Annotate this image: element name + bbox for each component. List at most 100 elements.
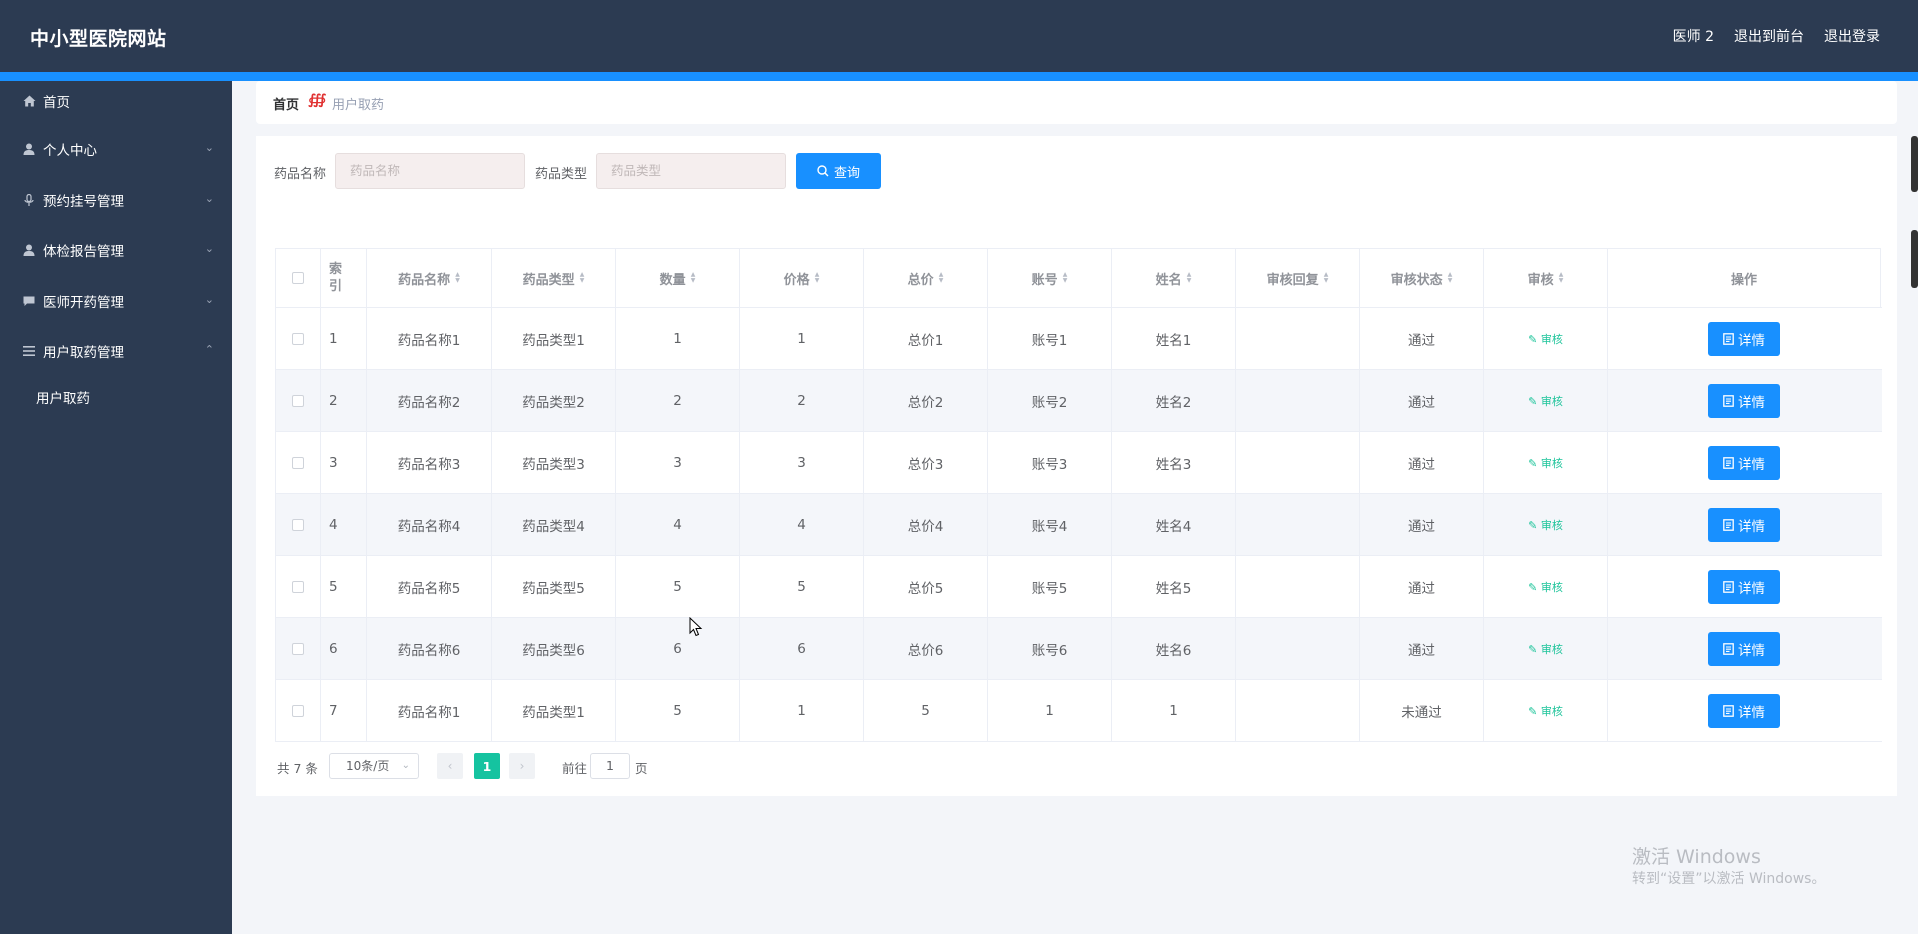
detail-button[interactable]: 详情 (1708, 631, 1780, 666)
page-size-select[interactable]: 10条/页 ⌄ (329, 753, 419, 779)
cell-account: 账号6 (988, 618, 1112, 679)
detail-button[interactable]: 详情 (1708, 693, 1780, 728)
query-button[interactable]: 查询 (796, 153, 881, 189)
detail-button[interactable]: 详情 (1708, 569, 1780, 604)
row-checkbox[interactable] (292, 518, 304, 531)
column-header-name[interactable]: 药品名称 ▲ ▼ (367, 249, 492, 307)
cell-status: 通过 (1360, 308, 1484, 369)
cell-total: 总价6 (864, 618, 988, 679)
chevron-down-icon: ⌄ (204, 242, 214, 255)
sort-icon: ▲ ▼ (455, 271, 460, 284)
actions-cell: 详情 (1608, 680, 1880, 741)
audit-cell: ✎ 审核 (1484, 432, 1608, 493)
cell-person: 姓名3 (1112, 432, 1236, 493)
logout-link[interactable]: 退出登录 (1824, 29, 1880, 45)
row-checkbox[interactable] (292, 332, 304, 345)
column-header-reply[interactable]: 审核回复 ▲ ▼ (1236, 249, 1360, 307)
audit-cell: ✎ 审核 (1484, 618, 1608, 679)
column-header-index: 索 引 (321, 249, 367, 307)
sidebar-item-home[interactable]: 首页 (0, 81, 232, 121)
row-checkbox[interactable] (292, 456, 304, 469)
audit-cell: ✎ 审核 (1484, 494, 1608, 555)
column-header-person[interactable]: 姓名 ▲ ▼ (1112, 249, 1236, 307)
detail-button[interactable]: 详情 (1708, 445, 1780, 480)
detail-button[interactable]: 详情 (1708, 383, 1780, 418)
goto-page-input[interactable]: 1 (590, 753, 630, 779)
cell-index: 2 (321, 370, 367, 431)
column-header-status[interactable]: 审核状态 ▲ ▼ (1360, 249, 1484, 307)
next-page-button[interactable]: › (509, 753, 535, 779)
audit-link[interactable]: ✎ 审核 (1528, 332, 1563, 346)
cell-reply (1236, 494, 1360, 555)
detail-button[interactable]: 详情 (1708, 321, 1780, 356)
actions-cell: 详情 (1608, 308, 1880, 369)
audit-link[interactable]: ✎ 审核 (1528, 394, 1563, 408)
table-row: 4 药品名称4 药品类型4 4 4 总价4 账号4 姓名4 通过 ✎ 审核 详情 (276, 494, 1882, 556)
column-header-account[interactable]: 账号 ▲ ▼ (988, 249, 1112, 307)
chevron-down-icon: ⌄ (204, 192, 214, 205)
audit-link[interactable]: ✎ 审核 (1528, 580, 1563, 594)
audit-link[interactable]: ✎ 审核 (1528, 518, 1563, 532)
sort-icon: ▲ ▼ (579, 271, 585, 284)
cell-index: 6 (321, 618, 367, 679)
audit-link[interactable]: ✎ 审核 (1528, 704, 1563, 718)
table-row: 1 药品名称1 药品类型1 1 1 总价1 账号1 姓名1 通过 ✎ 审核 详情 (276, 308, 1882, 370)
cell-person: 姓名1 (1112, 308, 1236, 369)
row-checkbox[interactable] (292, 704, 304, 717)
cell-person: 姓名6 (1112, 618, 1236, 679)
scrollbar-thumb[interactable] (1911, 230, 1918, 288)
table-header: 索 引 药品名称 ▲ ▼ 药品类型 ▲ ▼ 数量 ▲ ▼ 价格 ▲ ▼ 总价 ▲ ▼ 账号 ▲ ▼ 姓名… (276, 249, 1882, 308)
cell-index: 4 (321, 494, 367, 555)
column-header-qty[interactable]: 数量 ▲ ▼ (616, 249, 740, 307)
scrollbar-thumb[interactable] (1911, 136, 1918, 192)
select-all-checkbox[interactable] (292, 272, 304, 284)
sort-icon: ▲ ▼ (938, 271, 944, 284)
sidebar-item-prescription[interactable]: 医师开药管理 ⌄ (0, 281, 232, 321)
actions-cell: 详情 (1608, 370, 1880, 431)
cell-price: 6 (740, 618, 864, 679)
sidebar-item-report[interactable]: 体检报告管理 ⌄ (0, 230, 232, 270)
cell-total: 总价5 (864, 556, 988, 617)
prev-page-button[interactable]: ‹ (437, 753, 463, 779)
sort-icon: ▲ ▼ (1558, 271, 1564, 284)
document-icon (1723, 332, 1734, 345)
cell-account: 账号3 (988, 432, 1112, 493)
column-header-total[interactable]: 总价 ▲ ▼ (864, 249, 988, 307)
goto-suffix: 页 (635, 761, 648, 776)
user-name-link[interactable]: 医师 2 (1672, 29, 1714, 45)
drug-name-input[interactable]: 药品名称 (335, 153, 525, 189)
audit-link[interactable]: ✎ 审核 (1528, 642, 1563, 656)
cell-person: 姓名2 (1112, 370, 1236, 431)
column-header-type[interactable]: 药品类型 ▲ ▼ (492, 249, 616, 307)
sidebar-item-label: 首页 (43, 95, 70, 111)
sidebar-item-pickup[interactable]: 用户取药管理 ⌃ (0, 331, 232, 371)
sidebar-subitem-pickup[interactable]: 用户取药 (36, 391, 90, 407)
row-checkbox[interactable] (292, 580, 304, 593)
row-checkbox[interactable] (292, 642, 304, 655)
sidebar-item-appointment[interactable]: 预约挂号管理 ⌄ (0, 180, 232, 220)
top-header: 中小型医院网站 医师 2 退出到前台 退出登录 (0, 0, 1918, 72)
cell-type: 药品类型1 (492, 308, 616, 369)
cell-account: 账号2 (988, 370, 1112, 431)
exit-to-front-link[interactable]: 退出到前台 (1734, 29, 1804, 45)
column-header-price[interactable]: 价格 ▲ ▼ (740, 249, 864, 307)
column-header-audit[interactable]: 审核 ▲ ▼ (1484, 249, 1608, 307)
cell-name: 药品名称5 (367, 556, 492, 617)
audit-link[interactable]: ✎ 审核 (1528, 456, 1563, 470)
sidebar-item-label: 预约挂号管理 (43, 194, 124, 210)
document-icon (1723, 704, 1734, 717)
breadcrumb-separator-icon: ∰ (308, 92, 326, 108)
cell-account: 账号1 (988, 308, 1112, 369)
document-icon (1723, 518, 1734, 531)
breadcrumb-home[interactable]: 首页 (273, 98, 300, 113)
detail-button[interactable]: 详情 (1708, 507, 1780, 542)
cell-name: 药品名称6 (367, 618, 492, 679)
cell-name: 药品名称1 (367, 680, 492, 741)
user-icon (22, 142, 36, 156)
page-number-current[interactable]: 1 (474, 753, 500, 779)
drug-type-input[interactable]: 药品类型 (596, 153, 786, 189)
query-button-label: 查询 (833, 165, 860, 181)
row-checkbox[interactable] (292, 394, 304, 407)
detail-button-label: 详情 (1738, 394, 1765, 411)
sidebar-item-personal[interactable]: 个人中心 ⌄ (0, 129, 232, 169)
